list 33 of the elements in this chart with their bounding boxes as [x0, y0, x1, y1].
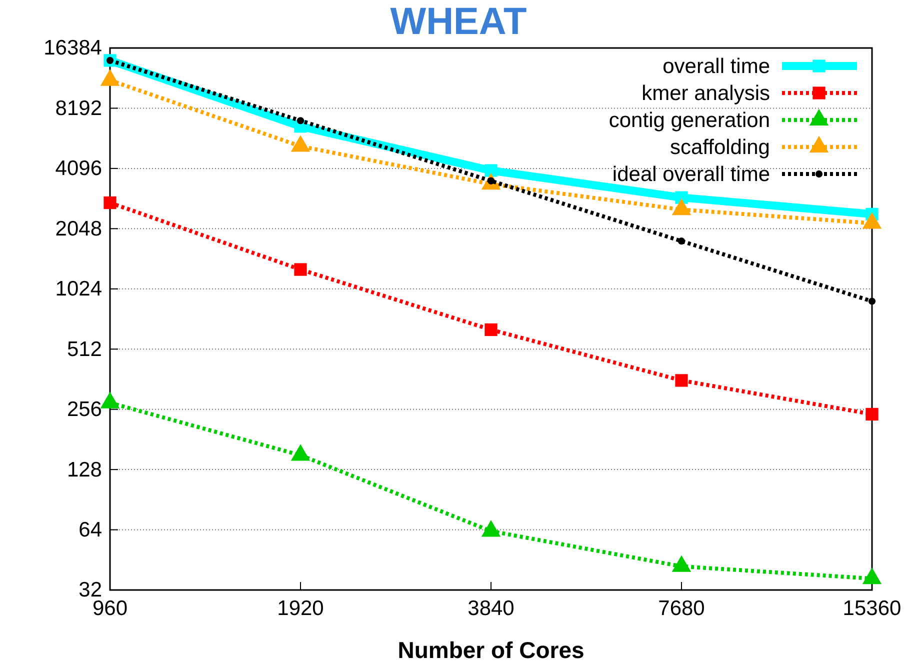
- x-tick-label: 960: [92, 596, 128, 620]
- point: [672, 555, 692, 572]
- legend-label: overall time: [662, 55, 770, 78]
- point: [294, 263, 307, 276]
- point: [104, 196, 116, 210]
- legend-label: kmer analysis: [642, 82, 770, 105]
- x-tick-label: 3840: [468, 596, 514, 620]
- point: [100, 392, 120, 408]
- point: [296, 117, 304, 124]
- y-tick-label: 4096: [55, 157, 102, 180]
- point: [484, 164, 498, 177]
- y-tick-label: 16384: [44, 36, 102, 60]
- x-tick-label: 7680: [658, 596, 705, 620]
- y-tick-label: 64: [78, 518, 102, 542]
- y-tick-label: 8192: [55, 96, 102, 120]
- y-tick-label: 256: [66, 398, 102, 422]
- legend-label: contig generation: [608, 109, 770, 132]
- y-tick-label: 512: [66, 338, 102, 361]
- chart-title: WHEAT: [390, 1, 527, 43]
- point: [678, 238, 686, 245]
- point: [290, 444, 310, 461]
- y-tick-label: 1024: [55, 278, 102, 301]
- point: [481, 520, 501, 537]
- x-axis-title: Number of Cores: [398, 637, 584, 663]
- y-tick-label: 2048: [55, 217, 102, 240]
- point: [484, 323, 498, 336]
- y-tick-label: 128: [66, 458, 102, 482]
- legend-label: scaffolding: [670, 136, 770, 159]
- x-tick-label: 1920: [277, 596, 324, 620]
- point: [868, 298, 876, 305]
- legend-label: ideal overall time: [612, 163, 770, 186]
- point: [862, 567, 882, 584]
- x-tick-label: 15360: [842, 596, 902, 620]
